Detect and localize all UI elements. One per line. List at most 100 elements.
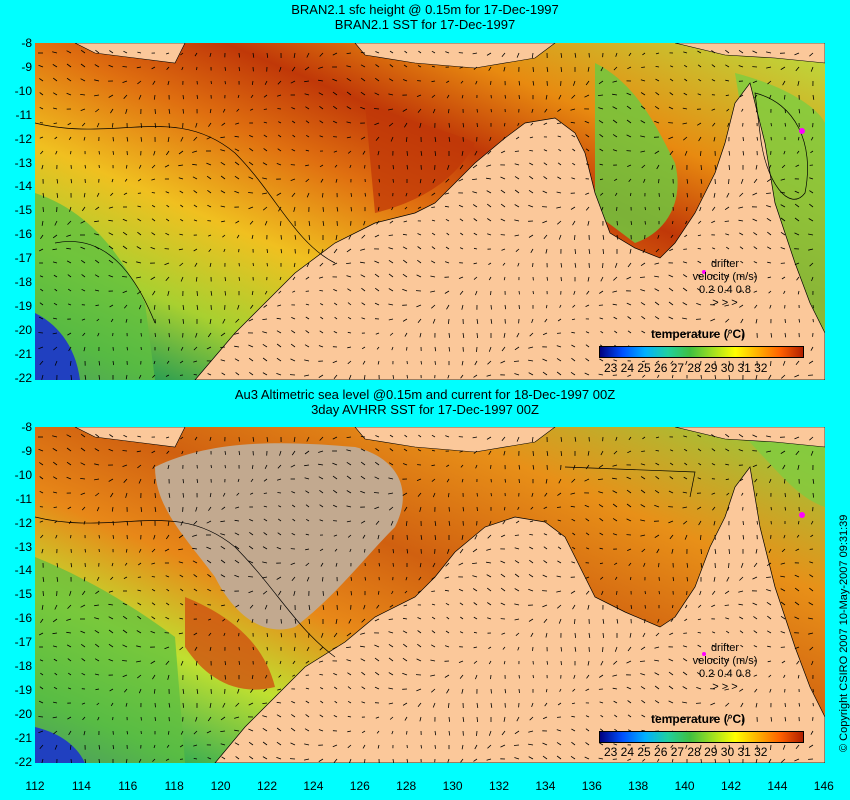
current-arrow — [376, 604, 380, 609]
current-arrow — [434, 534, 437, 540]
current-arrow — [238, 52, 240, 58]
current-arrow — [728, 548, 730, 554]
current-arrow — [446, 232, 450, 236]
current-arrow — [644, 206, 646, 211]
current-arrow — [614, 728, 618, 732]
current-arrow — [81, 206, 86, 212]
current-arrow — [402, 233, 408, 236]
current-arrow — [95, 590, 100, 595]
top-warm-core — [365, 103, 475, 213]
current-arrow — [714, 758, 717, 763]
current-arrow — [152, 80, 156, 85]
current-arrow — [248, 192, 254, 194]
current-arrow — [373, 492, 380, 494]
current-arrow — [42, 590, 44, 597]
current-arrow — [207, 332, 212, 338]
current-arrow — [658, 206, 660, 211]
current-arrow — [348, 618, 352, 624]
current-arrow — [166, 450, 170, 454]
current-arrow — [458, 660, 464, 663]
current-arrow — [756, 520, 758, 525]
current-arrow — [641, 548, 646, 553]
current-arrow — [361, 701, 366, 704]
current-arrow — [598, 120, 604, 124]
current-arrow — [613, 450, 618, 455]
current-arrow — [600, 276, 604, 282]
current-arrow — [111, 178, 114, 183]
current-arrow — [612, 134, 618, 138]
current-arrow — [123, 304, 128, 309]
current-arrow — [490, 304, 492, 310]
current-arrow — [753, 178, 758, 184]
current-arrow — [654, 331, 660, 334]
current-arrow — [70, 150, 72, 155]
current-arrow — [392, 562, 394, 567]
current-arrow — [613, 562, 618, 566]
current-arrow — [110, 108, 114, 114]
current-arrow — [417, 630, 422, 634]
current-arrow — [741, 108, 744, 112]
current-arrow — [82, 716, 86, 721]
current-arrow — [741, 492, 744, 496]
current-arrow — [459, 548, 464, 554]
current-arrow — [276, 163, 282, 166]
current-arrow — [640, 673, 646, 676]
current-arrow — [67, 220, 72, 225]
current-arrow — [248, 357, 254, 362]
current-arrow — [375, 51, 380, 54]
current-arrow — [473, 66, 478, 70]
current-arrow — [532, 262, 534, 267]
current-arrow — [138, 304, 142, 310]
current-arrow — [165, 276, 170, 282]
current-arrow — [628, 178, 632, 183]
current-arrow — [503, 332, 506, 338]
current-arrow — [728, 360, 731, 366]
current-arrow — [81, 672, 86, 676]
current-arrow — [38, 346, 44, 350]
current-arrow — [53, 506, 58, 508]
current-arrow — [68, 730, 72, 736]
current-arrow — [574, 52, 577, 58]
top-cold-water — [35, 313, 80, 380]
current-arrow — [94, 289, 100, 292]
current-arrow — [780, 450, 786, 454]
current-arrow — [448, 346, 451, 352]
current-arrow — [753, 261, 758, 264]
bottom-latitude-tick: -14 — [14, 563, 32, 578]
current-arrow — [489, 520, 492, 526]
current-arrow — [249, 220, 254, 225]
current-arrow — [600, 66, 604, 72]
current-arrow — [684, 534, 688, 540]
current-arrow — [404, 206, 408, 210]
current-arrow — [740, 644, 744, 648]
current-arrow — [66, 461, 72, 466]
current-arrow — [248, 545, 254, 550]
current-arrow — [94, 245, 100, 250]
current-arrow — [766, 435, 772, 438]
current-arrow — [810, 730, 814, 735]
current-arrow — [209, 702, 212, 708]
current-arrow — [697, 50, 702, 54]
current-arrow — [528, 573, 534, 578]
longitude-tick: 118 — [164, 779, 184, 793]
current-arrow — [697, 644, 702, 648]
current-arrow — [514, 150, 520, 152]
current-arrow — [627, 262, 632, 268]
current-arrow — [781, 374, 786, 379]
current-arrow — [683, 92, 688, 96]
current-arrow — [782, 360, 786, 366]
current-arrow — [96, 122, 100, 128]
current-arrow — [291, 576, 296, 581]
current-arrow — [588, 248, 591, 254]
current-arrow — [374, 671, 380, 676]
current-arrow — [374, 122, 380, 126]
current-arrow — [768, 758, 772, 763]
current-arrow — [797, 290, 800, 295]
current-arrow — [136, 450, 142, 453]
current-arrow — [39, 106, 44, 110]
current-arrow — [599, 547, 604, 550]
current-arrow — [112, 136, 114, 142]
current-arrow — [626, 489, 632, 494]
current-arrow — [81, 318, 86, 321]
current-arrow — [108, 629, 114, 634]
